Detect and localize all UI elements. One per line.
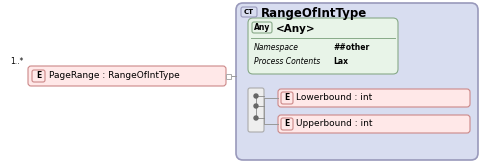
Text: Lowerbound : int: Lowerbound : int [296,94,372,103]
Text: RangeOfIntType: RangeOfIntType [261,7,367,20]
Circle shape [254,116,258,120]
FancyBboxPatch shape [278,89,470,107]
FancyBboxPatch shape [248,18,398,74]
Text: PageRange : RangeOfIntType: PageRange : RangeOfIntType [49,72,180,81]
Text: E: E [284,94,290,103]
FancyBboxPatch shape [278,115,470,133]
Text: Upperbound : int: Upperbound : int [296,119,372,128]
Text: E: E [36,72,41,81]
Text: ##other: ##other [333,44,369,52]
FancyBboxPatch shape [241,7,257,17]
Text: Any: Any [254,23,270,32]
Text: E: E [284,119,290,128]
Text: <Any>: <Any> [276,24,315,34]
FancyBboxPatch shape [236,3,478,160]
FancyBboxPatch shape [248,88,264,132]
FancyBboxPatch shape [28,66,226,86]
Text: Process Contents: Process Contents [254,57,320,66]
Bar [226,74,231,79]
FancyBboxPatch shape [32,70,45,82]
FancyBboxPatch shape [281,118,293,130]
Text: Lax: Lax [333,57,348,66]
Text: Namespace: Namespace [254,44,299,52]
Circle shape [254,94,258,98]
FancyBboxPatch shape [281,92,293,104]
Circle shape [254,104,258,108]
Text: 1..*: 1..* [10,58,23,67]
FancyBboxPatch shape [252,22,272,33]
Text: CT: CT [244,9,254,15]
